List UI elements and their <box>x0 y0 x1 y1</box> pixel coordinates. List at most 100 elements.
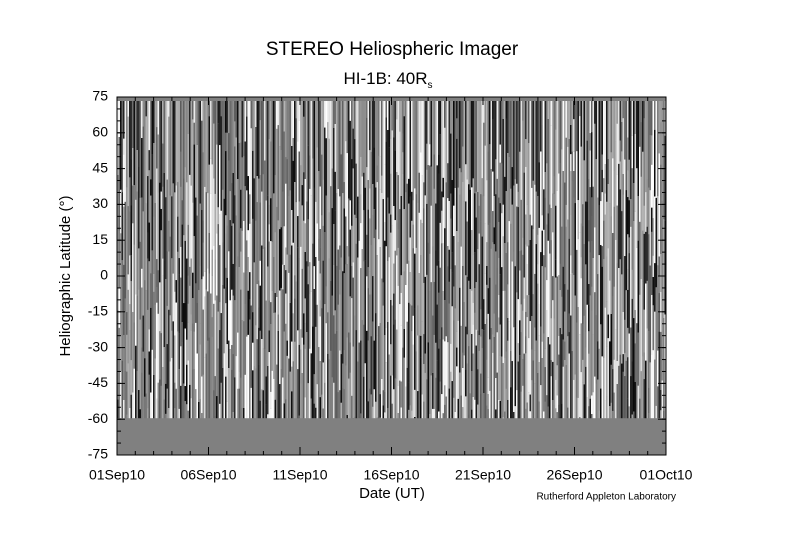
texture-stripe <box>297 369 299 418</box>
texture-stripe <box>150 196 152 274</box>
texture-stripe <box>612 297 614 369</box>
texture-stripe <box>281 288 283 369</box>
texture-stripe <box>123 154 125 207</box>
texture-stripe <box>249 101 251 194</box>
texture-stripe <box>431 282 433 375</box>
texture-stripe <box>570 125 572 154</box>
texture-stripe <box>644 118 646 205</box>
texture-stripe <box>296 346 298 419</box>
texture-stripe <box>504 291 506 358</box>
texture-stripe <box>210 159 212 194</box>
texture-stripe <box>287 356 289 418</box>
texture-stripe <box>225 151 227 215</box>
texture-stripe <box>338 101 340 189</box>
texture-stripe <box>171 331 173 358</box>
texture-stripe <box>426 204 428 275</box>
texture-stripe <box>533 229 535 294</box>
texture-stripe <box>131 395 133 418</box>
texture-stripe <box>231 290 233 345</box>
texture-stripe <box>563 340 565 367</box>
texture-stripe <box>590 187 592 252</box>
texture-stripe <box>128 101 130 117</box>
texture-stripe <box>320 301 322 317</box>
texture-stripe <box>383 101 385 199</box>
texture-stripe <box>579 116 581 208</box>
texture-stripe <box>140 320 142 410</box>
texture-stripe <box>560 417 562 418</box>
texture-stripe <box>624 320 626 353</box>
texture-stripe <box>536 244 538 341</box>
texture-stripe <box>204 101 206 187</box>
texture-stripe <box>320 316 322 361</box>
texture-stripe <box>531 188 533 226</box>
texture-stripe <box>305 323 307 348</box>
texture-stripe <box>243 321 245 408</box>
texture-stripe <box>450 372 452 418</box>
texture-stripe <box>378 156 380 239</box>
texture-stripe <box>525 215 527 245</box>
texture-stripe <box>536 101 538 192</box>
texture-stripe <box>453 320 455 398</box>
texture-stripe <box>605 101 607 164</box>
texture-stripe <box>275 232 277 293</box>
texture-stripe <box>488 314 490 378</box>
texture-stripe <box>351 101 353 159</box>
texture-stripe <box>350 230 352 297</box>
texture-stripe <box>387 130 389 198</box>
texture-stripe <box>516 184 518 207</box>
texture-stripe <box>483 123 485 197</box>
texture-stripe <box>590 253 592 296</box>
texture-stripe <box>299 120 301 151</box>
texture-stripe <box>167 306 169 344</box>
texture-stripe <box>270 409 272 419</box>
texture-stripe <box>551 360 553 376</box>
texture-stripe <box>645 101 647 192</box>
texture-stripe <box>350 200 352 229</box>
texture-stripe <box>519 101 521 152</box>
texture-stripe <box>264 247 266 349</box>
texture-stripe <box>206 192 208 289</box>
texture-stripe <box>320 248 322 274</box>
texture-stripe <box>468 281 470 330</box>
texture-stripe <box>632 101 634 136</box>
texture-stripe <box>660 123 662 165</box>
texture-stripe <box>629 334 631 407</box>
texture-stripe <box>129 408 131 418</box>
texture-stripe <box>149 223 151 262</box>
texture-stripe <box>659 293 661 332</box>
texture-stripe <box>452 273 454 306</box>
texture-stripe <box>585 101 587 202</box>
texture-stripe <box>576 250 578 323</box>
texture-stripe <box>411 306 413 332</box>
texture-stripe <box>393 294 395 325</box>
texture-stripe <box>149 375 151 416</box>
texture-stripe <box>648 388 650 413</box>
texture-stripe <box>258 281 260 308</box>
texture-stripe <box>248 257 250 291</box>
texture-stripe <box>522 238 524 255</box>
texture-stripe <box>363 377 365 418</box>
texture-stripe <box>395 320 397 379</box>
texture-stripe <box>170 361 172 418</box>
texture-stripe <box>509 157 511 221</box>
texture-stripe <box>474 252 476 288</box>
texture-stripe <box>612 233 614 297</box>
texture-stripe <box>606 202 608 257</box>
texture-stripe <box>138 248 140 289</box>
texture-stripe <box>168 310 170 408</box>
texture-stripe <box>425 373 427 418</box>
texture-stripe <box>438 155 440 174</box>
texture-stripe <box>660 254 662 292</box>
texture-stripe <box>429 144 431 165</box>
texture-stripe <box>386 118 388 142</box>
texture-stripe <box>585 264 587 309</box>
texture-stripe <box>192 273 194 298</box>
texture-stripe <box>513 327 515 412</box>
texture-stripe <box>378 239 380 326</box>
texture-stripe <box>261 246 263 340</box>
texture-stripe <box>261 390 263 419</box>
texture-stripe <box>540 101 542 152</box>
texture-stripe <box>426 101 428 144</box>
texture-stripe <box>345 366 347 419</box>
